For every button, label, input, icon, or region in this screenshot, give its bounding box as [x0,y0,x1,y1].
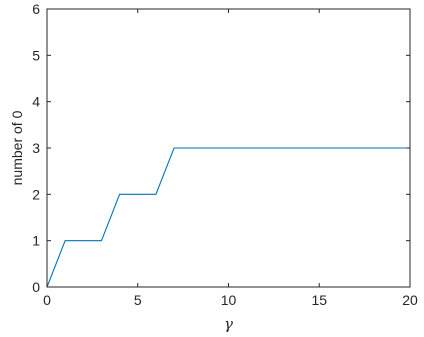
y-tick-label: 2 [32,186,40,202]
x-tick-label: 10 [221,292,237,308]
x-tick-label: 20 [402,292,418,308]
y-axis-label: number of 0 [9,110,25,185]
x-axis-ticks: 0 5 10 15 20 [43,9,418,308]
y-tick-label: 0 [32,279,40,295]
x-tick-label: 15 [311,292,327,308]
y-axis-ticks: 0 1 2 3 4 5 6 [32,1,410,295]
x-axis-label: γ [224,315,233,333]
y-tick-label: 6 [32,1,40,17]
x-tick-label: 0 [43,292,51,308]
series-line [46,147,410,288]
series-layer [46,147,410,288]
y-tick-label: 3 [32,140,40,156]
y-tick-label: 4 [32,94,40,110]
y-tick-label: 5 [32,47,40,63]
y-tick-label: 1 [32,233,40,249]
x-tick-label: 5 [134,292,142,308]
